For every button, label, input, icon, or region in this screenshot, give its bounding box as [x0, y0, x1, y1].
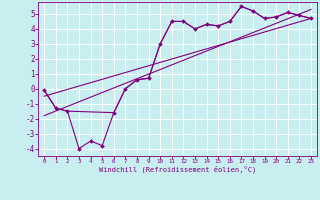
X-axis label: Windchill (Refroidissement éolien,°C): Windchill (Refroidissement éolien,°C): [99, 166, 256, 173]
